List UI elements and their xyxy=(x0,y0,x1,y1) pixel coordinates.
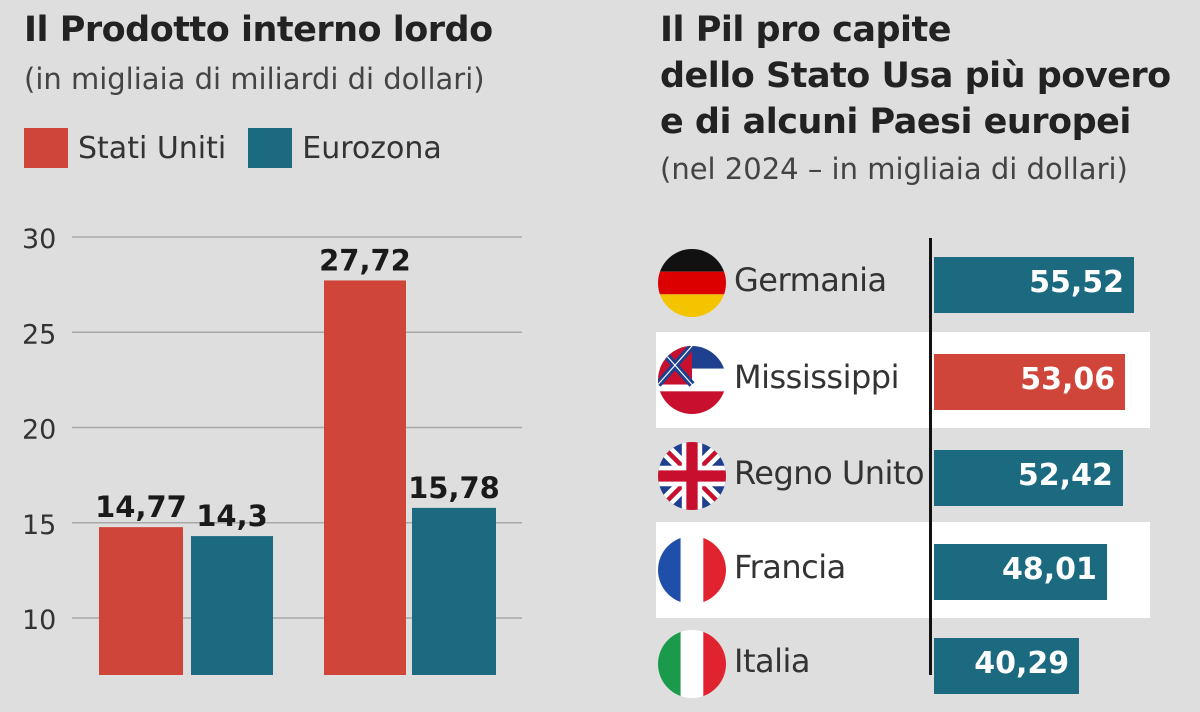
legend-item-stati-uniti: Stati Uniti xyxy=(24,128,226,168)
category-label: Mississippi xyxy=(734,358,899,396)
bar: 55,52 xyxy=(934,257,1134,313)
right-chart-title-line-1: Il Pil pro capite xyxy=(660,10,951,50)
italy-flag-icon xyxy=(658,630,726,698)
bar: 40,29 xyxy=(934,638,1080,694)
bar xyxy=(324,280,406,675)
right-chart-title-line-3: e di alcuni Paesi europei xyxy=(660,102,1131,142)
bar-value-label: 53,06 xyxy=(1020,362,1116,397)
uk-flag-icon xyxy=(658,442,726,510)
legend-swatch-eurozona xyxy=(248,128,293,168)
bar-row-regno-unito: Regno Unito 52,42 xyxy=(656,428,1150,524)
bar: 52,42 xyxy=(934,450,1123,506)
left-chart-legend: Stati Uniti Eurozona xyxy=(24,128,464,168)
legend-swatch-stati-uniti xyxy=(24,128,68,168)
bar-value-label: 48,01 xyxy=(1002,552,1097,587)
bar-row-francia: Francia 48,01 xyxy=(656,522,1150,618)
germany-flag-icon xyxy=(658,249,726,317)
bar-value-label: 27,72 xyxy=(319,243,411,277)
bar-row-mississippi: Mississippi 53,06 xyxy=(656,332,1150,428)
bar-value-label: 14,77 xyxy=(95,490,187,524)
category-label: Francia xyxy=(734,548,846,586)
y-tick-label: 25 xyxy=(22,319,56,350)
legend-label-stati-uniti: Stati Uniti xyxy=(78,130,227,166)
left-bar-chart: 10 15 20 25 30 14,77 27,72 14,3 15,78 xyxy=(22,224,522,675)
bar xyxy=(412,507,496,675)
left-chart-title: Il Prodotto interno lordo xyxy=(24,10,493,50)
bar-row-italia: Italia 40,29 xyxy=(656,616,1150,712)
right-chart-subtitle: (nel 2024 – in migliaia di dollari) xyxy=(660,152,1128,186)
category-label: Regno Unito xyxy=(734,454,925,492)
bar-value-label: 40,29 xyxy=(974,646,1070,681)
right-chart-axis-line xyxy=(929,238,932,675)
bar: 48,01 xyxy=(934,544,1107,600)
y-tick-label: 10 xyxy=(22,605,56,636)
legend-item-eurozona: Eurozona xyxy=(248,128,442,168)
bar-value-label: 52,42 xyxy=(1017,458,1113,493)
france-flag-icon xyxy=(658,536,726,604)
y-tick-label: 15 xyxy=(22,510,56,541)
y-tick-label: 20 xyxy=(22,415,56,446)
bar-value-label: 55,52 xyxy=(1029,265,1124,300)
bar-row-germania: Germania 55,52 xyxy=(656,235,1150,331)
left-chart-subtitle: (in migliaia di miliardi di dollari) xyxy=(24,62,485,96)
bar: 53,06 xyxy=(934,354,1126,410)
bar xyxy=(99,527,183,675)
mississippi-flag-icon xyxy=(658,346,726,414)
category-label: Italia xyxy=(734,642,810,680)
legend-label-eurozona: Eurozona xyxy=(302,130,442,166)
category-label: Germania xyxy=(734,261,887,299)
right-chart-title-line-2: dello Stato Usa più povero xyxy=(660,56,1171,96)
y-tick-label: 30 xyxy=(22,224,56,255)
bar-value-label: 15,78 xyxy=(408,471,500,505)
bar xyxy=(191,536,273,675)
bar-value-label: 14,3 xyxy=(196,499,268,533)
